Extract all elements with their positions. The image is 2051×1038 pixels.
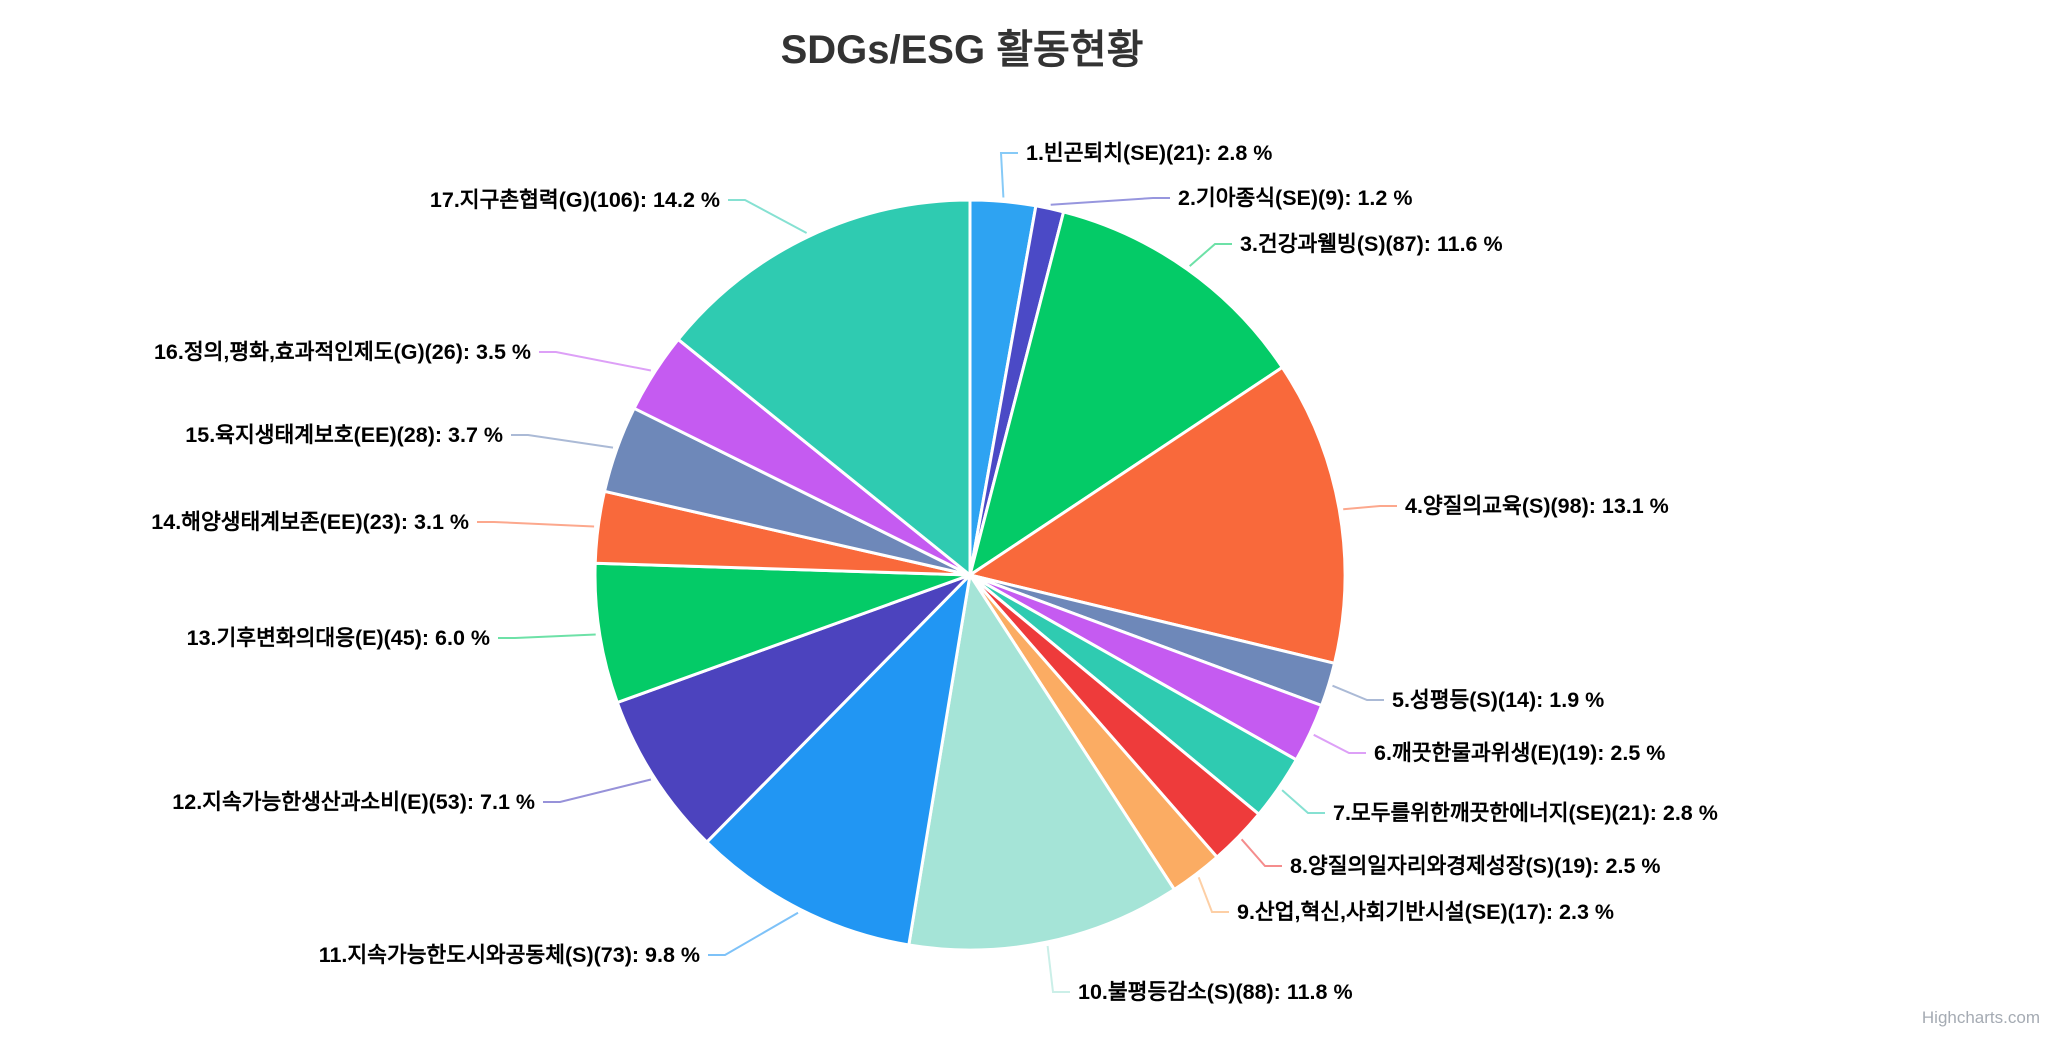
- slice-label-6: 6.깨끗한물과위생(E)(19): 2.5 %: [1374, 741, 1665, 765]
- chart-title: SDGs/ESG 활동현황: [781, 28, 1144, 72]
- label-connector-10: [1046, 945, 1070, 993]
- label-connector-8: [1240, 838, 1282, 867]
- highcharts-credit-link[interactable]: Highcharts.com: [1922, 1008, 2040, 1027]
- label-connector-7: [1281, 789, 1325, 814]
- slice-label-7: 7.모두를위한깨끗한에너지(SE)(21): 2.8 %: [1333, 801, 1718, 825]
- pie-slice-12[interactable]: [615, 573, 972, 844]
- label-connector-12: [543, 778, 652, 803]
- slice-label-8: 8.양질의일자리와경제성장(S)(19): 2.5 %: [1290, 854, 1661, 878]
- label-connector-5: [1332, 684, 1384, 701]
- slice-label-17: 17.지구촌협력(G)(106): 14.2 %: [430, 188, 720, 212]
- slice-label-12: 12.지속가능한생산과소비(E)(53): 7.1 %: [172, 790, 535, 814]
- slice-label-10: 10.불평등감소(S)(88): 11.8 %: [1078, 980, 1353, 1004]
- slice-label-2: 2.기아종식(SE)(9): 1.2 %: [1178, 186, 1412, 210]
- pie-slice-3[interactable]: [968, 210, 1284, 577]
- label-connector-3: [1189, 243, 1232, 267]
- pie-slice-10[interactable]: [907, 573, 1176, 952]
- label-connector-1: [999, 152, 1018, 198]
- pie-slice-11[interactable]: [705, 573, 972, 947]
- label-connector-4: [1343, 505, 1397, 511]
- label-connector-16: [539, 351, 652, 372]
- label-connector-13: [498, 633, 596, 639]
- slice-label-16: 16.정의,평화,효과적인제도(G)(26): 3.5 %: [154, 340, 531, 364]
- pie-slice-17[interactable]: [676, 198, 972, 577]
- slice-label-5: 5.성평등(S)(14): 1.9 %: [1392, 688, 1604, 712]
- slice-label-13: 13.기후변화의대응(E)(45): 6.0 %: [187, 626, 490, 650]
- pie-slice-13[interactable]: [593, 561, 972, 704]
- slice-labels: 1.빈곤퇴치(SE)(21): 2.8 % 2.기아종식(SE)(9): 1.2 …: [151, 141, 1718, 1004]
- label-connector-2: [1050, 197, 1170, 206]
- slice-label-9: 9.산업,혁신,사회기반시설(SE)(17): 2.3 %: [1237, 899, 1614, 924]
- slice-label-15: 15.육지생태계보호(EE)(28): 3.7 %: [185, 423, 503, 447]
- label-connector-14: [477, 521, 595, 528]
- slice-label-1: 1.빈곤퇴치(SE)(21): 2.8 %: [1026, 141, 1272, 165]
- slice-label-14: 14.해양생태계보존(EE)(23): 3.1 %: [151, 510, 469, 534]
- label-connectors: [477, 152, 1397, 993]
- pie-slices: [593, 198, 1347, 952]
- pie-slice-4[interactable]: [968, 365, 1347, 665]
- slice-label-11: 11.지속가능한도시와공동체(S)(73): 9.8 %: [319, 943, 700, 967]
- label-connector-17: [728, 199, 808, 234]
- label-connector-9: [1197, 876, 1229, 913]
- slice-label-4: 4.양질의교육(S)(98): 13.1 %: [1405, 494, 1669, 518]
- label-connector-15: [511, 434, 614, 449]
- label-connector-11: [708, 911, 799, 956]
- slice-label-3: 3.건강과웰빙(S)(87): 11.6 %: [1240, 232, 1503, 256]
- label-connector-6: [1313, 733, 1366, 754]
